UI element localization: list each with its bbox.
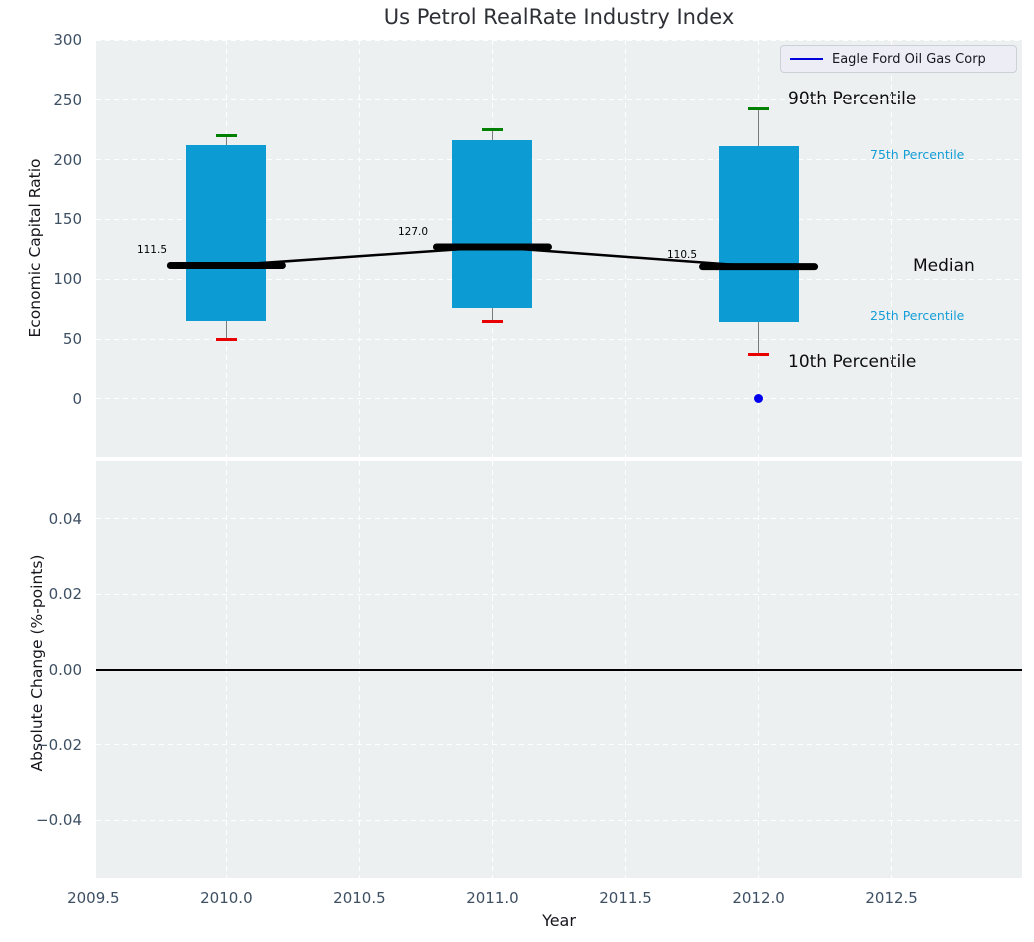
top-ytick-label: 200 [53, 150, 82, 169]
p25-percentile-label: 25th Percentile [870, 308, 965, 323]
p10-cap [748, 353, 770, 357]
xtick-label: 2009.5 [67, 889, 120, 907]
iqr-box [452, 140, 533, 308]
iqr-box [718, 146, 799, 323]
top-y-axis-label: Economic Capital Ratio [26, 158, 44, 338]
gridline-horizontal [96, 819, 1022, 821]
legend: Eagle Ford Oil Gas Corp [780, 45, 1017, 73]
median-value-2012: 110.5 [667, 249, 698, 261]
xtick-label: 2010.0 [200, 889, 253, 907]
bottom-subplot [96, 461, 1022, 878]
xtick-label: 2010.5 [333, 889, 386, 907]
gridline-horizontal [96, 398, 1022, 400]
p90-cap [481, 128, 503, 132]
xtick-label: 2011.5 [599, 889, 652, 907]
p10-cap [215, 337, 237, 341]
p10-cap [481, 319, 503, 323]
gridline-horizontal [96, 218, 1022, 220]
legend-line-icon [790, 58, 823, 60]
p90-cap [215, 134, 237, 138]
p90-percentile-label: 90th Percentile [788, 89, 917, 109]
p10-percentile-label: 10th Percentile [788, 352, 917, 372]
median-label: Median [913, 256, 975, 276]
bottom-ytick-label: 0.04 [48, 509, 82, 528]
gridline-horizontal [96, 338, 1022, 340]
top-ytick-label: 150 [53, 210, 82, 229]
median-value-2010: 111.5 [136, 244, 167, 256]
top-subplot: 90th Percentile 75th Percentile Median 2… [96, 40, 1022, 457]
bottom-ytick-label: −0.02 [36, 735, 82, 754]
p75-percentile-label: 75th Percentile [870, 147, 965, 162]
xtick-label: 2011.0 [466, 889, 519, 907]
bottom-ytick-label: −0.04 [36, 811, 82, 830]
p90-cap [748, 106, 770, 110]
top-ytick-label: 100 [53, 270, 82, 289]
company-data-point [754, 394, 764, 404]
iqr-box [186, 145, 267, 322]
gridline-horizontal [96, 159, 1022, 161]
legend-label: Eagle Ford Oil Gas Corp [832, 51, 986, 67]
median-value-2011: 127.0 [398, 226, 429, 238]
gridline-vertical [625, 40, 627, 457]
gridline-horizontal [96, 278, 1022, 280]
gridline-horizontal [96, 593, 1022, 595]
bottom-ytick-label: 0.02 [48, 585, 82, 604]
x-axis-label: Year [542, 911, 576, 930]
top-ytick-label: 50 [62, 330, 82, 349]
gridline-horizontal [96, 99, 1022, 101]
top-ytick-label: 250 [53, 90, 82, 109]
chart-title: Us Petrol RealRate Industry Index [383, 5, 735, 29]
gridline-vertical [891, 40, 893, 457]
xtick-label: 2012.5 [865, 889, 918, 907]
bottom-ytick-label: 0.00 [48, 660, 82, 679]
zero-change-line [96, 668, 1022, 671]
xtick-label: 2012.0 [732, 889, 785, 907]
top-ytick-label: 0 [72, 389, 82, 408]
gridline-horizontal [96, 744, 1022, 746]
top-ytick-label: 300 [53, 31, 82, 49]
gridline-horizontal [96, 518, 1022, 520]
median-trend-overlay [166, 243, 819, 271]
gridline-vertical [358, 40, 360, 457]
gridline-horizontal [96, 40, 1022, 41]
